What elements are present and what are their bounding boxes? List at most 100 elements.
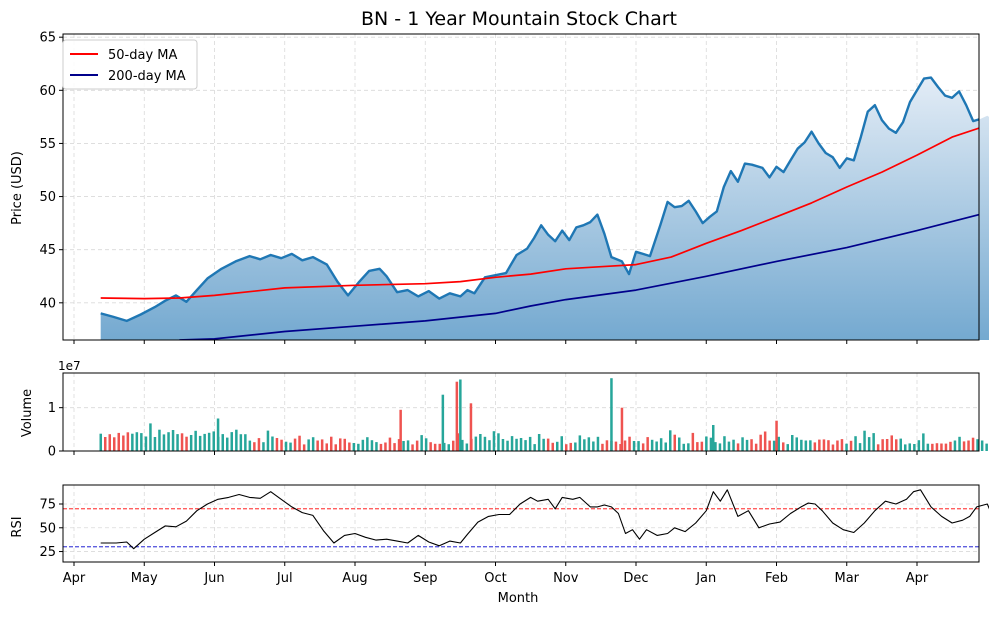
volume-bar xyxy=(262,442,265,451)
volume-bar xyxy=(108,434,111,451)
volume-bar xyxy=(302,444,306,451)
legend-label-50ma: 50-day MA xyxy=(108,48,177,63)
volume-bar xyxy=(876,444,880,451)
volume-bar xyxy=(348,442,351,451)
volume-bar xyxy=(709,437,713,451)
volume-bar xyxy=(366,437,369,451)
volume-bar xyxy=(890,435,893,451)
volume-bar xyxy=(352,443,356,451)
volume-bar xyxy=(479,434,482,451)
volume-bar xyxy=(664,442,667,451)
rsi-y-tick-label: 25 xyxy=(39,545,56,560)
volume-bar xyxy=(578,435,582,451)
volume-bar xyxy=(641,443,645,451)
volume-bar xyxy=(194,430,197,451)
ma50-line xyxy=(100,127,979,300)
volume-bar xyxy=(497,433,500,451)
volume-bar xyxy=(452,440,455,451)
volume-bar xyxy=(985,443,988,451)
volume-bar xyxy=(483,436,487,451)
price-panel: 40 45 50 55 60 65 xyxy=(39,31,989,344)
legend-label-200ma: 200-day MA xyxy=(108,69,186,84)
volume-bar xyxy=(809,440,812,451)
volume-bar xyxy=(339,438,342,451)
volume-bar xyxy=(474,436,478,451)
price-y-tick-label: 65 xyxy=(39,31,56,46)
volume-bar xyxy=(248,440,252,451)
volume-bar xyxy=(614,441,618,451)
volume-bar xyxy=(782,442,785,451)
volume-bar xyxy=(293,438,297,451)
volume-bar xyxy=(447,444,450,451)
volume-bar xyxy=(669,430,672,451)
volume-bar xyxy=(885,439,889,451)
volume-y-tick-label: 0 xyxy=(48,445,56,460)
volume-bar xyxy=(411,444,414,451)
volume-bar xyxy=(827,440,830,451)
volume-bar xyxy=(596,436,600,451)
volume-bar xyxy=(863,430,866,451)
volume-bar xyxy=(623,440,627,451)
volume-bar xyxy=(560,436,563,451)
volume-bar xyxy=(565,444,568,451)
volume-bar xyxy=(777,436,780,451)
volume-bar xyxy=(424,438,428,451)
volume-bar xyxy=(330,436,333,451)
volume-bar xyxy=(971,437,975,451)
volume-bar xyxy=(650,439,654,451)
volume-bar xyxy=(673,434,676,451)
volume-bar xyxy=(185,436,188,451)
volume-bar xyxy=(244,434,247,451)
volume-bar xyxy=(583,439,586,451)
volume-bar xyxy=(135,432,139,451)
volume-bar xyxy=(854,436,857,451)
volume-bar xyxy=(271,436,274,451)
volume-bar xyxy=(153,437,157,451)
volume-bar xyxy=(289,442,292,451)
volume-bar xyxy=(176,434,179,451)
volume-bar xyxy=(967,440,970,451)
x-axis-ticks: Apr May Jun Jul Aug Sep Oct Nov Dec Jan Feb Mar Apr xyxy=(63,571,929,586)
volume-bar xyxy=(637,441,640,451)
volume-bar xyxy=(836,440,839,451)
volume-bar xyxy=(949,441,952,451)
volume-bar xyxy=(212,431,215,451)
volume-bar xyxy=(696,442,699,451)
volume-panel: 01 xyxy=(48,372,988,460)
volume-bar xyxy=(917,440,921,451)
volume-bar xyxy=(831,444,835,451)
volume-bar xyxy=(370,440,374,451)
volume-bar xyxy=(895,439,898,451)
volume-bar xyxy=(763,431,767,451)
volume-bar xyxy=(207,432,211,451)
volume-bar xyxy=(131,433,134,451)
volume-bar xyxy=(542,438,545,451)
volume-bar xyxy=(795,437,798,451)
rsi-frame xyxy=(62,484,980,563)
volume-bar xyxy=(899,438,902,451)
volume-bar xyxy=(908,443,911,451)
volume-bar xyxy=(325,443,328,451)
volume-bar xyxy=(632,441,636,451)
rsi-axis-label: RSI xyxy=(10,516,25,537)
volume-bar xyxy=(104,437,107,451)
volume-bar xyxy=(922,433,925,451)
volume-scale-label: 1e7 xyxy=(58,359,81,373)
volume-bar xyxy=(253,442,256,451)
volume-bar xyxy=(519,438,523,451)
x-tick-label-apr: Apr xyxy=(906,571,929,586)
x-tick-label-feb: Feb xyxy=(765,571,788,586)
volume-spike-bar xyxy=(459,379,462,451)
volume-bar xyxy=(569,442,572,451)
volume-bar xyxy=(619,444,622,451)
price-axis-label: Price (USD) xyxy=(10,151,25,225)
volume-bar xyxy=(772,440,776,451)
volume-bar xyxy=(235,429,238,451)
volume-bar xyxy=(140,433,143,451)
volume-bar xyxy=(867,437,871,451)
volume-bar xyxy=(714,442,717,451)
volume-bar xyxy=(533,444,536,451)
price-frame xyxy=(62,33,980,341)
